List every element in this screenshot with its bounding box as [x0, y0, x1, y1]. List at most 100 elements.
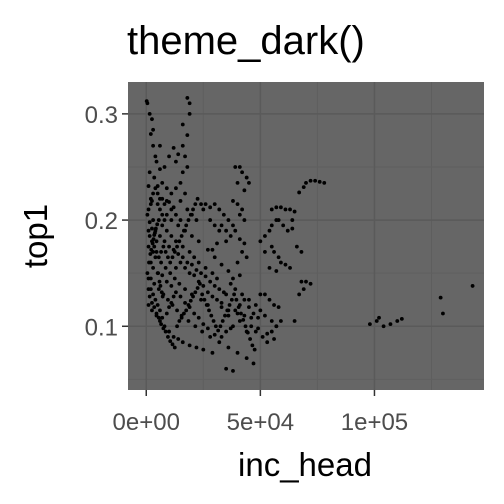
data-point — [272, 250, 276, 254]
data-point — [381, 324, 386, 329]
data-point — [299, 279, 304, 284]
data-point — [245, 330, 250, 335]
data-point — [176, 252, 181, 256]
data-point — [187, 250, 192, 254]
data-point — [158, 234, 162, 238]
data-point — [438, 295, 443, 300]
data-point — [179, 315, 184, 320]
data-point — [170, 342, 175, 347]
data-point — [235, 180, 240, 185]
data-point — [377, 315, 381, 320]
data-point — [177, 239, 182, 244]
data-point — [224, 239, 229, 244]
data-point — [146, 287, 151, 292]
data-point — [233, 228, 238, 233]
data-point — [185, 260, 190, 265]
data-point — [228, 234, 233, 238]
data-point — [167, 305, 171, 310]
data-point — [290, 226, 295, 231]
data-point — [195, 196, 200, 201]
data-point — [183, 154, 187, 159]
data-point — [180, 122, 185, 127]
data-point — [145, 271, 150, 276]
data-point — [242, 297, 247, 302]
data-point — [199, 271, 203, 276]
data-point — [240, 170, 245, 175]
data-point — [149, 247, 154, 252]
data-point — [171, 145, 176, 150]
data-point — [151, 127, 156, 132]
data-point — [253, 329, 258, 334]
data-point — [201, 207, 206, 212]
data-point — [258, 292, 263, 297]
data-point — [180, 143, 185, 148]
data-point — [265, 340, 270, 345]
data-point — [313, 178, 318, 183]
data-point — [152, 305, 157, 310]
data-point — [322, 180, 327, 185]
data-point — [269, 207, 274, 212]
data-point — [147, 170, 152, 175]
data-point — [269, 319, 274, 323]
data-point — [178, 180, 183, 185]
data-point — [169, 207, 174, 212]
data-point — [240, 207, 245, 212]
data-point — [399, 316, 404, 321]
data-point — [167, 329, 171, 334]
data-point — [203, 274, 208, 279]
data-point — [178, 218, 183, 222]
data-point — [265, 331, 270, 336]
data-point — [240, 292, 245, 297]
data-point — [183, 301, 187, 305]
data-point — [219, 305, 224, 310]
data-point — [194, 268, 199, 272]
data-point — [158, 207, 162, 212]
data-point — [234, 297, 239, 302]
x-tick-label: 0e+00 — [113, 409, 180, 436]
data-point — [151, 292, 156, 297]
data-point — [146, 244, 151, 249]
data-point — [258, 308, 263, 313]
data-point — [242, 188, 247, 193]
y-tick-label: 0.2 — [85, 208, 118, 235]
data-point — [199, 202, 203, 207]
data-point — [162, 165, 167, 169]
data-point — [151, 265, 156, 270]
data-point — [243, 324, 248, 329]
data-point — [224, 366, 229, 371]
data-point — [249, 324, 254, 329]
data-point — [154, 311, 159, 316]
data-point — [260, 334, 265, 339]
data-point — [219, 301, 224, 305]
data-point — [146, 228, 151, 233]
data-point — [166, 297, 170, 302]
data-point — [174, 265, 178, 270]
data-point — [292, 319, 297, 323]
data-point — [147, 260, 151, 265]
data-point — [146, 276, 151, 281]
data-point — [163, 329, 168, 334]
data-point — [207, 308, 211, 313]
data-point — [388, 322, 393, 327]
data-point — [247, 297, 251, 302]
data-point — [226, 269, 231, 273]
x-axis-label: inc_head — [238, 446, 372, 483]
data-point — [221, 212, 226, 217]
data-point — [187, 101, 192, 106]
data-point — [193, 324, 198, 329]
data-point — [278, 319, 283, 323]
data-point — [158, 143, 162, 148]
data-point — [251, 311, 256, 316]
data-point — [212, 284, 217, 288]
data-point — [184, 308, 189, 313]
data-point — [150, 226, 154, 231]
data-point — [294, 244, 299, 249]
data-point — [283, 207, 288, 212]
data-point — [216, 328, 221, 333]
data-point — [209, 313, 214, 318]
data-point — [194, 218, 199, 222]
data-point — [164, 228, 169, 233]
data-point — [263, 313, 267, 318]
data-point — [182, 311, 186, 316]
